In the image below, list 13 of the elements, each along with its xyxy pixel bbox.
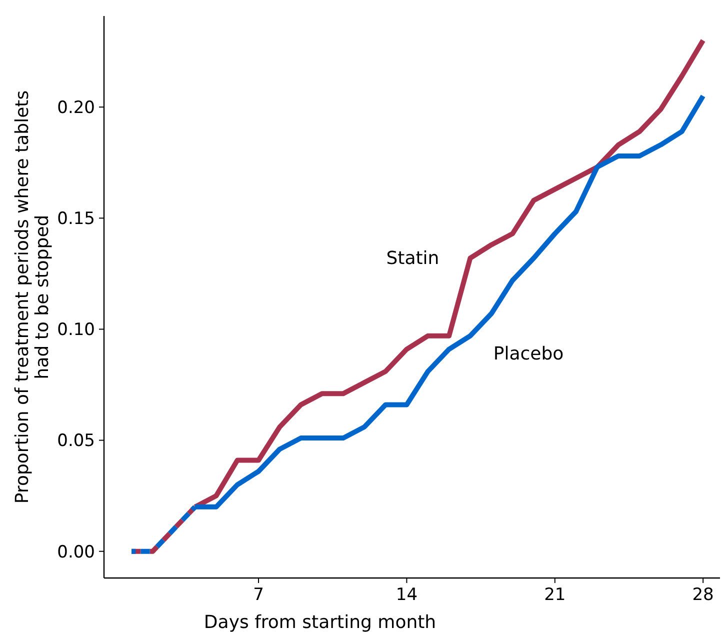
y-tick-label: 0.10 xyxy=(57,320,95,340)
x-tick-label: 14 xyxy=(396,585,418,605)
x-tick-label: 7 xyxy=(253,585,264,605)
x-tick-label: 21 xyxy=(544,585,566,605)
x-tick-label: 28 xyxy=(692,585,714,605)
series-label: Statin xyxy=(386,248,440,270)
y-tick-label: 0.15 xyxy=(57,209,95,230)
y-tick-label: 0.20 xyxy=(57,98,95,118)
y-tick-label: 0.00 xyxy=(57,542,95,562)
y-axis-title: Proportion of treatment periods where tablets had to be stopped xyxy=(12,90,53,504)
x-axis-title: Days from starting month xyxy=(204,612,436,632)
series-label: Placebo xyxy=(493,344,564,365)
y-tick-label: 0.05 xyxy=(57,431,95,452)
